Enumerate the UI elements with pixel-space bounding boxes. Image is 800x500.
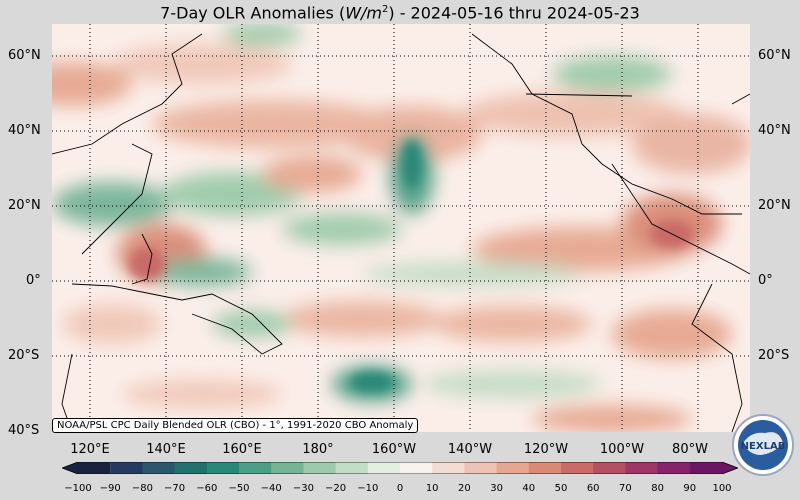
colorbar <box>62 462 738 474</box>
colorbar-tick-label: −90 <box>99 483 121 494</box>
lat-label-60n-left: 60°N <box>8 48 41 63</box>
lat-label-60n-right: 60°N <box>758 48 791 63</box>
colorbar-cell <box>689 462 738 474</box>
colorbar-tick-label: 30 <box>490 483 503 494</box>
colorbar-cell <box>303 462 337 474</box>
lon-label-180: 180° <box>302 442 334 457</box>
colorbar-cell <box>400 462 433 474</box>
svg-text:NEXLAB: NEXLAB <box>741 441 786 452</box>
colorbar-tick-label: 0 <box>396 483 404 494</box>
lat-label-40n-left: 40°N <box>8 123 41 138</box>
colorbar-tick-label: −50 <box>228 483 250 494</box>
lat-label-20n-right: 20°N <box>758 198 791 213</box>
colorbar-cell <box>464 462 498 474</box>
colorbar-cell <box>142 462 176 474</box>
colorbar-tick-label: 60 <box>586 483 600 494</box>
lon-label-120w: 120°W <box>523 442 569 457</box>
colorbar-cell <box>367 462 401 474</box>
lon-label-120e: 120°E <box>70 442 110 457</box>
olr-anomaly-map <box>52 24 750 432</box>
colorbar-cell <box>174 462 208 474</box>
lon-label-160e: 160°E <box>222 442 262 457</box>
colorbar-tick-label: −40 <box>260 483 282 494</box>
colorbar-tick-label: −80 <box>131 483 153 494</box>
lat-label-eq-right: 0° <box>758 273 773 288</box>
colorbar-tick-label: 100 <box>712 483 732 494</box>
colorbar-cell <box>206 462 240 474</box>
lat-label-40n-right: 40°N <box>758 123 791 138</box>
colorbar-tick-label: 90 <box>683 483 697 494</box>
map-title: 7-Day OLR Anomalies (W/m2) - 2024-05-16 … <box>160 3 640 23</box>
colorbar-cell <box>335 462 369 474</box>
colorbar-cell <box>593 462 626 474</box>
colorbar-cell <box>561 462 594 474</box>
colorbar-tick-label: −30 <box>292 483 314 494</box>
colorbar-cell <box>239 462 272 474</box>
colorbar-cell <box>528 462 562 474</box>
graticule <box>52 24 750 432</box>
colorbar-cell <box>496 462 530 474</box>
lat-label-20n-left: 20°N <box>8 198 41 213</box>
lat-label-20s-right: 20°S <box>758 348 790 363</box>
lat-label-eq-left: 0° <box>26 273 41 288</box>
colorbar-tick-label: −60 <box>196 483 218 494</box>
colorbar-cell <box>432 462 465 474</box>
colorbar-tick-label: 10 <box>425 483 439 494</box>
colorbar-tick-label: −20 <box>325 483 347 494</box>
colorbar-tick-label: 80 <box>651 483 664 494</box>
data-source-credit: NOAA/PSL CPC Daily Blended OLR (CBO) - 1… <box>52 418 419 433</box>
lon-label-100w: 100°W <box>599 442 645 457</box>
colorbar-tick-label: −10 <box>357 483 379 494</box>
colorbar-cell <box>625 462 659 474</box>
colorbar-cell <box>110 462 143 474</box>
lon-label-160w: 160°W <box>371 442 417 457</box>
lon-label-140e: 140°E <box>146 442 186 457</box>
colorbar-tick-label: −100 <box>64 483 92 494</box>
coastlines <box>52 33 750 432</box>
anomaly-field <box>52 24 750 432</box>
colorbar-tick-label: 20 <box>458 483 471 494</box>
colorbar-tick-label: −70 <box>164 483 186 494</box>
colorbar-tick-label: 70 <box>619 483 632 494</box>
lon-label-80w: 80°W <box>672 442 708 457</box>
lat-label-20s-left: 20°S <box>8 348 40 363</box>
colorbar-tick-label: 40 <box>522 483 536 494</box>
colorbar-cell <box>271 462 304 474</box>
nexlab-logo: NEXLAB <box>732 414 794 476</box>
colorbar-tick-label: 50 <box>554 483 568 494</box>
lat-label-40s-left: 40°S <box>8 423 40 438</box>
lon-label-140w: 140°W <box>447 442 493 457</box>
colorbar-cell <box>62 462 111 474</box>
colorbar-cell <box>657 462 691 474</box>
